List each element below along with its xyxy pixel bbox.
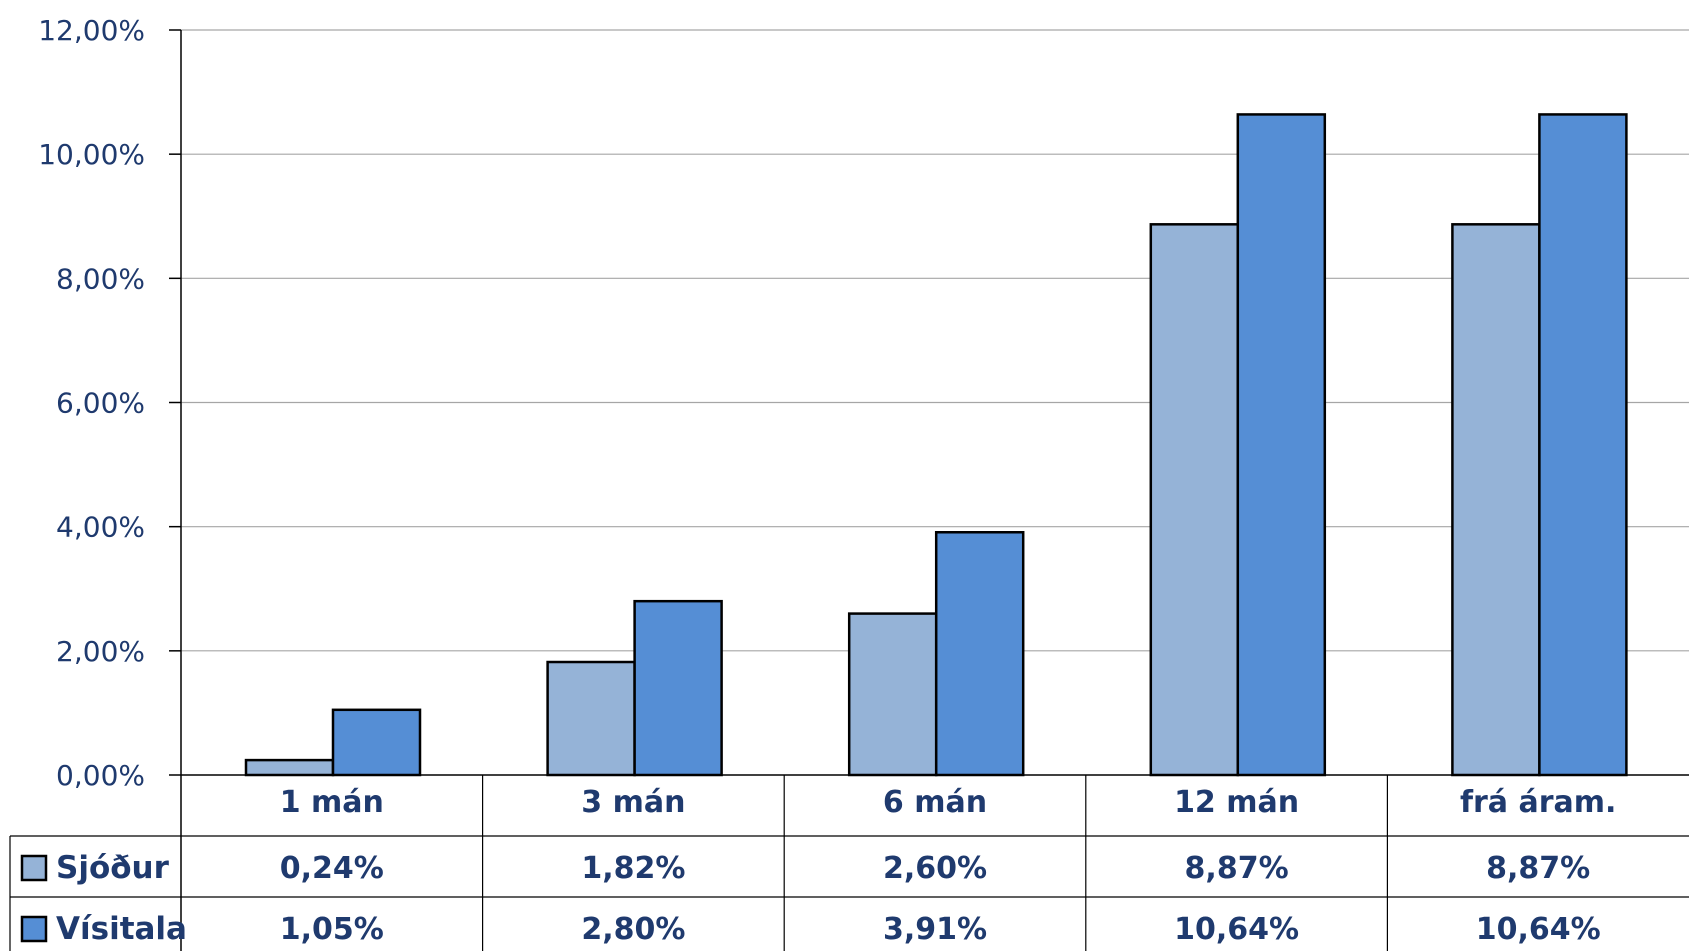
data-table: 1 mán 3 mán 6 mán 12 mán frá áram. Sjóður 0,24… [9, 775, 1689, 951]
y-tick-label: 12,00% [38, 14, 145, 47]
series-name-label: Sjóður [56, 850, 170, 886]
data-cell-value: 3,91% [883, 912, 987, 947]
legend-swatch [20, 915, 48, 943]
y-tick-label: 0,00% [56, 759, 145, 792]
category-label: 1 mán [280, 785, 384, 820]
data-cell-value: 2,60% [883, 851, 987, 886]
category-label: frá áram. [1460, 785, 1616, 820]
data-cell-value: 8,87% [1486, 851, 1590, 886]
data-cell-value: 1,05% [280, 912, 384, 947]
data-cell-value: 1,82% [581, 851, 685, 886]
data-cell-value: 10,64% [1174, 912, 1299, 947]
bars [244, 113, 1628, 777]
data-cell-value: 0,24% [280, 851, 384, 886]
data-cell-value: 8,87% [1185, 851, 1289, 886]
bar-sjodur-3 [1149, 223, 1240, 777]
bar-visitala-0 [331, 708, 422, 777]
series-name-label: Vísitala [56, 911, 187, 947]
y-tick-label: 10,00% [38, 138, 145, 171]
category-label: 3 mán [581, 785, 685, 820]
y-axis-ticks: 0,00% 2,00% 4,00% 6,00% 8,00% 10,00% 12,00% [38, 14, 181, 792]
y-tick-label: 6,00% [56, 387, 145, 420]
gridlines [181, 29, 1689, 652]
y-tick-label: 8,00% [56, 262, 145, 295]
bar-visitala-2 [934, 531, 1025, 777]
bar-visitala-1 [633, 599, 723, 777]
data-cell-value: 10,64% [1476, 912, 1601, 947]
category-label: 6 mán [883, 785, 987, 820]
bar-sjodur-2 [847, 612, 938, 777]
axes [180, 30, 1689, 951]
y-tick-label: 4,00% [56, 511, 145, 544]
bar-sjodur-0 [244, 758, 335, 777]
bar-visitala-3 [1236, 113, 1327, 777]
data-cell-value: 2,80% [581, 912, 685, 947]
legend-swatch [20, 854, 48, 882]
bar-visitala-4 [1538, 113, 1628, 777]
bar-sjodur-1 [546, 660, 636, 777]
y-tick-label: 2,00% [56, 635, 145, 668]
category-label: 12 mán [1174, 785, 1299, 820]
bar-sjodur-4 [1451, 223, 1541, 777]
